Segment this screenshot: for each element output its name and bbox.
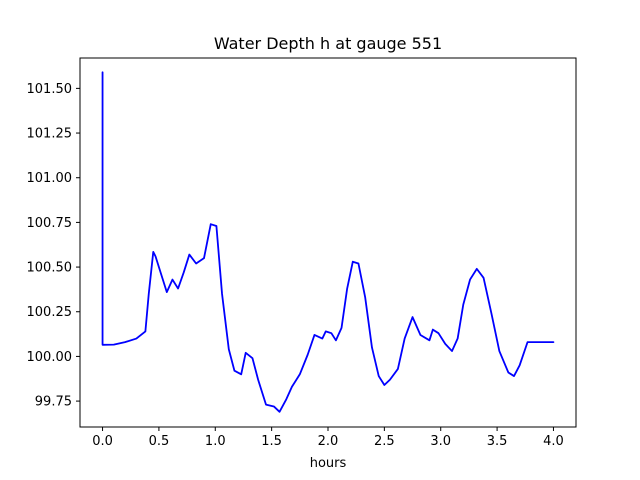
y-tick-label: 100.00 [27, 350, 73, 365]
x-axis-label: hours [310, 456, 347, 471]
y-axis: 99.75 100.00 100.25 100.50 100.75 101.00 101.2… [27, 82, 80, 410]
x-tick-label: 2.5 [374, 434, 395, 449]
y-tick-label: 101.50 [27, 82, 73, 97]
x-tick-label: 0.5 [149, 434, 170, 449]
x-tick-label: 1.5 [261, 434, 282, 449]
y-tick-label: 100.25 [27, 305, 73, 320]
y-tick-label: 100.75 [27, 216, 73, 231]
x-tick-label: 3.5 [487, 434, 508, 449]
x-tick-label: 1.0 [205, 434, 226, 449]
chart-title: Water Depth h at gauge 551 [214, 34, 442, 53]
series-line [101, 71, 555, 413]
x-tick-label: 3.0 [430, 434, 451, 449]
x-tick-label: 4.0 [543, 434, 564, 449]
x-axis: 0.0 0.5 1.0 1.5 2.0 2.5 3.0 3.5 4.0 [92, 427, 564, 449]
y-tick-label: 101.25 [27, 127, 73, 142]
y-tick-label: 100.50 [27, 261, 73, 276]
x-tick-label: 2.0 [318, 434, 339, 449]
y-tick-label: 101.00 [27, 171, 73, 186]
plot-area [101, 71, 555, 413]
y-tick-label: 99.75 [35, 395, 72, 410]
x-tick-label: 0.0 [92, 434, 113, 449]
